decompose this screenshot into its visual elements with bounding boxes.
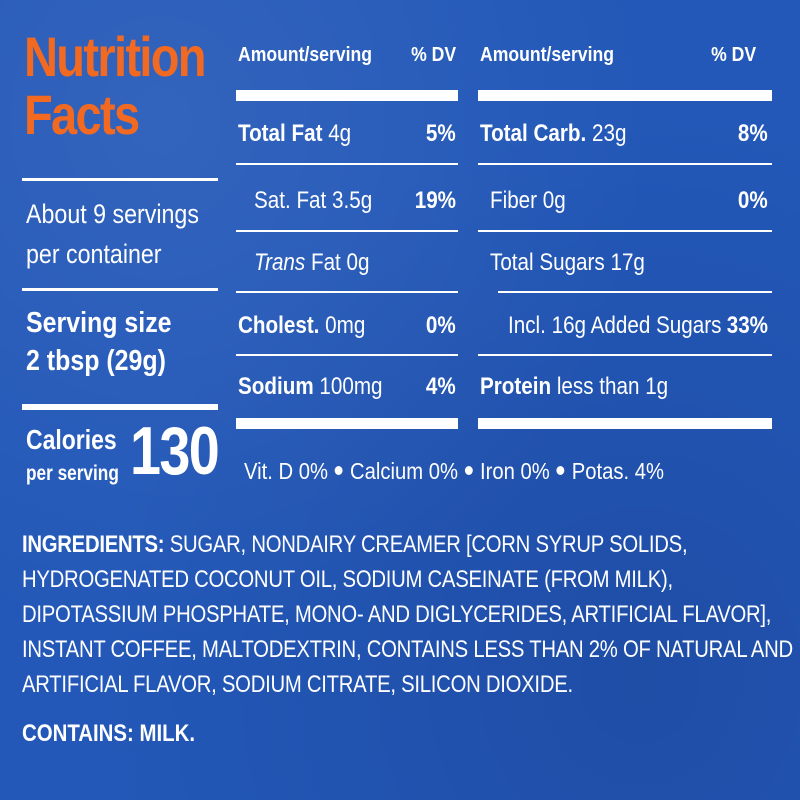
potassium: Potas. 4% — [571, 458, 665, 484]
iron: Iron 0% — [479, 458, 550, 484]
nutrition-facts-title: Nutrition Facts — [24, 25, 207, 146]
left-divider-2 — [22, 288, 218, 291]
total-fat-dv: 5% — [426, 120, 456, 147]
serving-size-label: Serving size — [26, 307, 172, 339]
calories-value: 130 — [130, 413, 220, 489]
ingredients-line-3: DIPOTASSIUM PHOSPHATE, MONO- AND DIGLYCE… — [22, 601, 772, 628]
trans-fat-italic: Trans — [254, 249, 306, 276]
ingredients-label: INGREDIENTS: — [22, 531, 165, 558]
vitamins-row: Vit. D 0% Calcium 0% Iron 0% Potas. 4% — [244, 458, 664, 485]
total-carb-dv: 8% — [738, 120, 768, 147]
left-divider-1 — [22, 178, 218, 181]
cholest-name: Cholest. — [238, 312, 320, 339]
total-carb-amount: 23g — [592, 120, 627, 147]
fiber-dv: 0% — [738, 187, 768, 214]
bullet-icon — [335, 466, 343, 476]
right-rule-2 — [478, 230, 772, 232]
total-carb-name: Total Carb. — [480, 120, 587, 147]
fiber: Fiber 0g — [490, 187, 566, 214]
total-fat-name: Total Fat — [238, 120, 323, 147]
title-line-2: Facts — [24, 83, 140, 146]
left-bottom-rule — [236, 418, 458, 429]
left-rule-1 — [236, 163, 458, 165]
right-rule-1 — [478, 163, 772, 165]
total-sugars: Total Sugars 17g — [490, 249, 645, 276]
servings-per-container: About 9 servings per container — [26, 194, 199, 274]
row-total-fat: Total Fat 4g — [238, 119, 351, 149]
cholest-dv: 0% — [426, 312, 456, 339]
right-rule-4 — [478, 354, 772, 356]
trans-fat: Trans Fat 0g — [254, 248, 369, 278]
sat-fat-dv: 19% — [414, 187, 456, 214]
ingredients-block: INGREDIENTS: SUGAR, NONDAIRY CREAMER [CO… — [22, 527, 793, 702]
bullet-icon — [465, 466, 473, 476]
cholest-amount: 0mg — [325, 312, 366, 339]
row-sodium: Sodium 100mg — [238, 372, 383, 402]
left-header-amount: Amount/serving — [238, 44, 372, 66]
right-rule-3 — [498, 291, 772, 293]
right-header-dv: % DV — [711, 44, 756, 66]
servings-line-2: per container — [26, 239, 162, 269]
added-sugars-dv: 33% — [726, 312, 768, 339]
calcium: Calcium 0% — [349, 458, 458, 484]
title-line-1: Nutrition — [24, 25, 207, 88]
sat-fat: Sat. Fat 3.5g — [254, 187, 373, 214]
calories-per-serving: per serving — [26, 462, 119, 485]
ingredients-line-1: SUGAR, NONDAIRY CREAMER [CORN SYRUP SOLI… — [169, 531, 688, 558]
ingredients-line-5: ARTIFICIAL FLAVOR, SODIUM CITRATE, SILIC… — [22, 671, 573, 698]
protein-amount: less than 1g — [556, 373, 669, 400]
servings-line-1: About 9 servings — [26, 199, 199, 229]
ingredients-line-4: INSTANT COFFEE, MALTODEXTRIN, CONTAINS L… — [22, 636, 793, 663]
protein-name: Protein — [480, 373, 552, 400]
allergen-contains: CONTAINS: MILK. — [22, 720, 196, 747]
left-rule-2 — [236, 230, 458, 232]
serving-size-value: 2 tbsp (29g) — [26, 345, 166, 377]
left-divider-3 — [22, 404, 218, 410]
serving-size: Serving size 2 tbsp (29g) — [26, 304, 172, 380]
sodium-name: Sodium — [238, 373, 314, 400]
left-rule-4 — [236, 354, 458, 356]
left-header-rule — [236, 90, 458, 101]
row-protein: Protein less than 1g — [480, 372, 668, 402]
calories-label: Calories — [26, 424, 117, 455]
row-total-carb: Total Carb. 23g — [480, 119, 626, 149]
ingredients-line-2: HYDROGENATED COCONUT OIL, SODIUM CASEINA… — [22, 566, 673, 593]
sodium-amount: 100mg — [319, 373, 383, 400]
right-header-amount: Amount/serving — [480, 44, 614, 66]
left-rule-3 — [236, 291, 458, 293]
total-fat-amount: 4g — [328, 120, 352, 147]
row-cholest: Cholest. 0mg — [238, 311, 365, 341]
trans-fat-rest: Fat 0g — [310, 249, 370, 276]
sodium-dv: 4% — [426, 373, 456, 400]
vitamin-d: Vit. D 0% — [244, 458, 328, 484]
left-header-dv: % DV — [411, 44, 456, 66]
right-header-rule — [478, 90, 772, 101]
bullet-icon — [556, 466, 565, 476]
added-sugars: Incl. 16g Added Sugars — [508, 312, 722, 339]
right-bottom-rule — [478, 418, 772, 429]
